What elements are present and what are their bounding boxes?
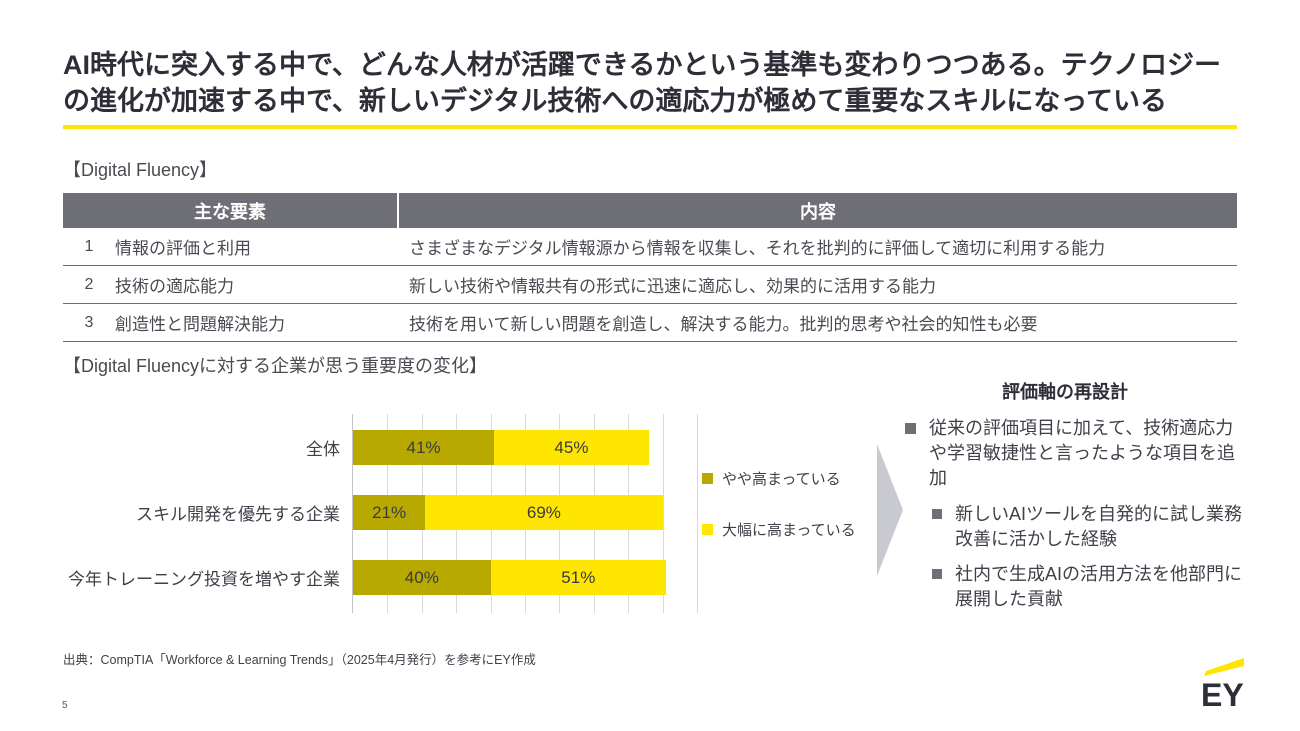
bullet-item: 従来の評価項目に加えて、技術適応力や学習敏捷性と言ったような項目を追加 (905, 416, 1247, 490)
ey-logo: EY (1197, 656, 1249, 719)
bullet-item: 社内で生成AIの活用方法を他部門に展開した貢献 (932, 562, 1247, 612)
fluency-table: 主な要素 内容 1 情報の評価と利用 さまざまなデジタル情報源から情報を収集し、それ… (63, 193, 1237, 342)
evaluation-panel-bullets: 従来の評価項目に加えて、技術適応力や学習敏捷性と言ったような項目を追加新しいAI… (905, 416, 1247, 612)
svg-text:EY: EY (1201, 677, 1244, 713)
table-row: 1 情報の評価と利用 さまざまなデジタル情報源から情報を収集し、それを批判的に評価し… (63, 228, 1237, 266)
bullet-text: 従来の評価項目に加えて、技術適応力や学習敏捷性と言ったような項目を追加 (929, 418, 1235, 488)
fluency-section-label: 【Digital Fluency】 (63, 160, 218, 180)
bar-row: 41% 45% (353, 430, 649, 465)
category-label: スキル開発を優先する企業 (136, 505, 340, 524)
table-cell-num: 1 (84, 237, 94, 255)
evaluation-panel-heading: 評価軸の再設計 (1002, 382, 1128, 402)
table-row: 2 技術の適応能力 新しい技術や情報共有の形式に迅速に適応し、効果的に活用する能力 (63, 266, 1237, 304)
bar-segment: 40% (353, 560, 491, 595)
legend-label: 大幅に高まっている (722, 522, 856, 539)
page-number: 5 (62, 700, 68, 711)
bar-segment: 69% (425, 495, 663, 530)
category-label: 今年トレーニング投資を増やす企業 (68, 570, 340, 589)
title-underline (63, 125, 1237, 129)
gridline (662, 414, 664, 613)
bar-segment: 51% (490, 560, 667, 595)
chart-category-labels: 全体スキル開発を優先する企業今年トレーニング投資を増やす企業 (58, 414, 346, 613)
table-cell-desc: 新しい技術や情報共有の形式に迅速に適応し、効果的に活用する能力 (409, 277, 936, 296)
source-note: 出典：CompTIA「Workforce & Learning Trends」（… (63, 653, 536, 667)
bar-row: 21% 69% (353, 495, 663, 530)
legend-swatch-icon (702, 473, 713, 484)
legend-label: やや高まっている (722, 471, 841, 488)
bullet-text: 新しいAIツールを自発的に試し業務改善に活かした経験 (955, 504, 1243, 550)
bar-segment: 45% (494, 430, 649, 465)
fluency-table-body: 1 情報の評価と利用 さまざまなデジタル情報源から情報を収集し、それを批判的に評価し… (63, 228, 1237, 342)
bar-segment: 41% (353, 430, 495, 465)
table-row: 3 創造性と問題解決能力 技術を用いて新しい問題を創造し、解決する能力。批判的思考や… (63, 304, 1237, 342)
bullet-square-icon (932, 569, 942, 580)
bullet-square-icon (932, 509, 942, 520)
evaluation-panel: 評価軸の再設計 従来の評価項目に加えて、技術適応力や学習敏捷性と言ったような項目… (905, 378, 1247, 622)
table-cell-factor: 技術の適応能力 (115, 277, 234, 296)
legend-item: やや高まっている (702, 468, 856, 489)
category-label: 全体 (306, 440, 340, 459)
table-cell-factor: 情報の評価と利用 (115, 239, 251, 258)
chart-legend: やや高まっている 大幅に高まっている (702, 468, 856, 570)
ey-logo-icon: EY (1201, 658, 1244, 713)
bullet-item: 新しいAIツールを自発的に試し業務改善に活かした経験 (932, 502, 1247, 552)
bullet-square-icon (905, 423, 916, 434)
gridline (697, 414, 698, 613)
table-cell-num: 2 (84, 275, 94, 293)
stacked-bar-chart: 41% 45% 21% 69% 40% 51% (352, 414, 698, 613)
table-header-factor: 主な要素 (63, 193, 399, 228)
table-cell-num: 3 (84, 313, 94, 331)
table-cell-desc: さまざまなデジタル情報源から情報を収集し、それを批判的に評価して適切に利用する能… (409, 239, 1106, 258)
bar-segment: 21% (353, 495, 426, 530)
table-cell-desc: 技術を用いて新しい問題を創造し、解決する能力。批判的思考や社会的知性も必要 (409, 315, 1038, 334)
right-arrow-icon (877, 444, 903, 576)
legend-item: 大幅に高まっている (702, 519, 856, 540)
slide-title: AI時代に突入する中で、どんな人材が活躍できるかという基準も変わりつつある。テク… (63, 50, 1222, 116)
table-cell-factor: 創造性と問題解決能力 (115, 315, 285, 334)
chart-section-label: 【Digital Fluencyに対する企業が思う重要度の変化】 (63, 356, 488, 376)
fluency-table-header: 主な要素 内容 (63, 193, 1237, 228)
bullet-text: 社内で生成AIの活用方法を他部門に展開した貢献 (955, 564, 1243, 609)
legend-swatch-icon (702, 524, 713, 535)
table-header-desc: 内容 (800, 201, 836, 222)
bar-row: 40% 51% (353, 560, 667, 595)
